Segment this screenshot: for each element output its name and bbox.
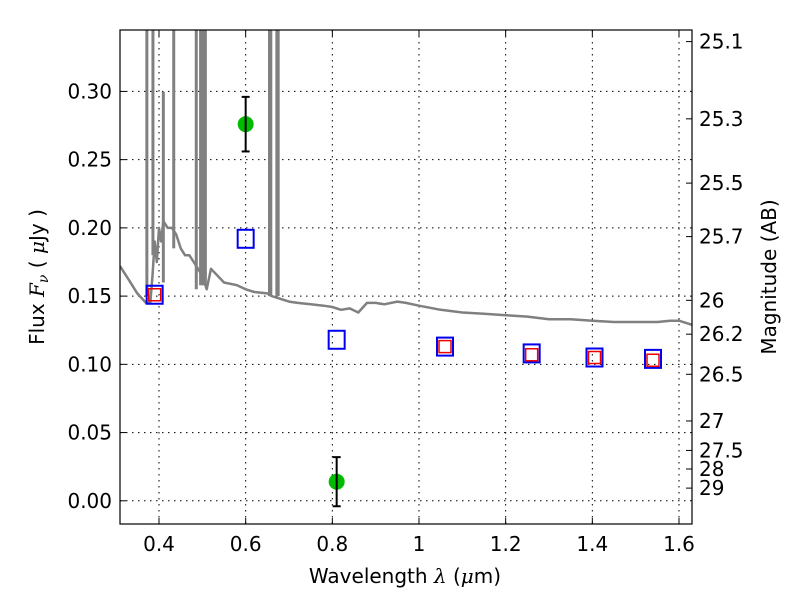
x-tick-label: 1 [413, 532, 426, 556]
x-tick-label: 0.6 [230, 532, 262, 556]
y2-tick-label: 29 [699, 476, 724, 500]
model-marker-blue [522, 343, 541, 364]
y-tick-label: 0.20 [67, 216, 112, 240]
model-marker-blue [585, 347, 604, 368]
x-label-unit: m) [474, 564, 501, 588]
y2-tick-label: 25.5 [699, 171, 744, 195]
y-tick-label: 0.30 [67, 79, 112, 103]
model-marker-blue [327, 329, 346, 350]
model-marker-red [587, 350, 602, 365]
y-axis-label: Flux Fν ( μJy ) [25, 209, 52, 345]
y-axis: 0.00 0.05 0.10 0.15 0.20 0.25 0.30 [67, 79, 126, 513]
y2-tick-label: 26.5 [699, 362, 744, 386]
y-label-paren: ( [25, 254, 49, 275]
y2-tick-label: 28 [699, 457, 724, 481]
y-tick-label: 0.10 [67, 352, 112, 376]
model-marker-blue [436, 336, 454, 357]
x-tick-label: 0.4 [143, 532, 175, 556]
y2-tick-label: 27.5 [699, 438, 744, 462]
series-group [120, 30, 692, 508]
y-label-nu: ν [36, 274, 52, 283]
y2-tick-label: 25.3 [699, 107, 744, 131]
model-marker-red [524, 348, 539, 362]
y2-tick-label: 27 [699, 409, 724, 433]
x-axis: 0.4 0.6 0.8 1 1.2 1.4 1.6 [143, 30, 695, 556]
plot-content [120, 30, 692, 508]
x-tick-label: 1.4 [576, 532, 608, 556]
x-label-text: Wavelength [309, 564, 434, 588]
y-tick-label: 0.15 [67, 284, 112, 308]
y2-tick-label: 26.2 [699, 322, 744, 346]
y-tick-label: 0.00 [67, 489, 112, 513]
x-label-mu: μ [461, 564, 474, 588]
x-tick-label: 1.2 [490, 532, 522, 556]
model-marker-blue [236, 228, 255, 249]
x-tick-label: 1.6 [663, 532, 695, 556]
plot-frame [119, 29, 693, 525]
y2-tick-label: 25.7 [699, 225, 744, 249]
y2-axis-label: Magnitude (AB) [757, 199, 781, 354]
model-marker-red [147, 287, 162, 302]
y-tick-label: 0.25 [67, 148, 112, 172]
model-marker-red [646, 353, 660, 367]
y-tick-label: 0.05 [67, 421, 112, 445]
x-tick-label: 0.8 [316, 532, 348, 556]
y-label-unit: Jy ) [25, 209, 49, 243]
y-label-F: F [25, 282, 49, 298]
model-marker-blue [145, 284, 164, 305]
grid-lines [120, 30, 692, 524]
model-marker-blue [644, 348, 662, 369]
x-axis-label: Wavelength λ (μm) [309, 564, 501, 588]
x-label-paren: ( [447, 564, 461, 588]
model-marker-red [438, 339, 452, 354]
y2-tick-label: 26 [699, 288, 724, 312]
y2-tick-label: 25.1 [699, 30, 744, 54]
y-label-word: Flux [25, 297, 49, 345]
y-label-mu: μ [25, 241, 49, 254]
x-label-lambda: λ [433, 564, 447, 588]
